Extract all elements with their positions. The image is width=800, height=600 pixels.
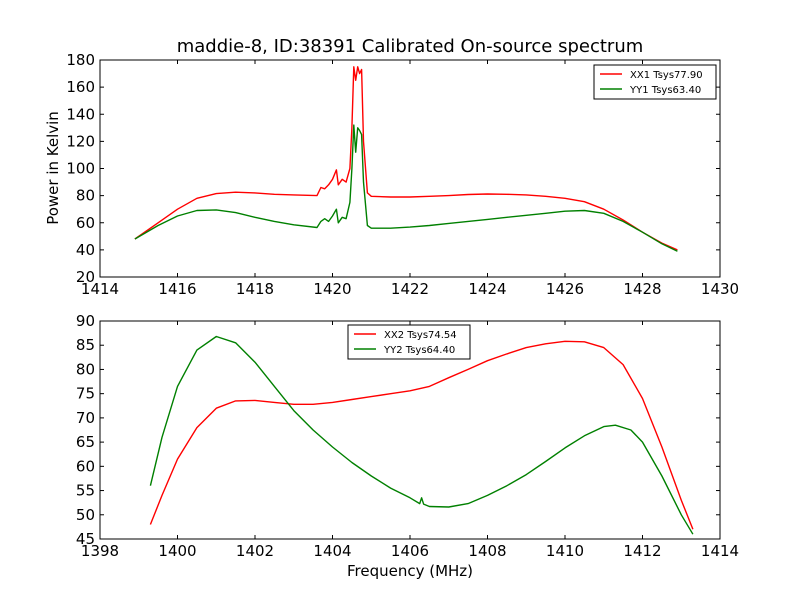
series-line-1 [134,66,678,251]
y-tick-label: 75 [76,385,95,403]
y-tick-label: 50 [76,506,95,524]
legend-label-1: XX2 Tsys74.54 [384,330,457,341]
y-tick-label: 100 [66,160,95,178]
legend-box [593,64,717,100]
x-tick-label: 1414 [701,542,739,560]
x-tick-label: 1414 [81,280,119,298]
plot-bottom: 1398 1400 1402 1404 1406 1408 1410 1412 1414 45 50… [76,312,739,560]
y-tick-label: 60 [76,457,95,475]
y-tick-label: 65 [76,433,95,451]
x-tick-label: 1400 [158,542,196,560]
x-tick-label: 1402 [236,542,274,560]
series-line-2 [134,124,678,252]
x-tick-label: 1408 [468,542,506,560]
y-tick-label: 20 [76,268,95,286]
x-tick-label: 1406 [391,542,429,560]
legend-label-2: YY1 Tsys63.40 [629,85,701,96]
legend-label-1: XX1 Tsys77.90 [630,70,703,81]
x-tick-label: 1426 [546,280,584,298]
x-tick-label: 1404 [313,542,351,560]
chart-title: maddie-8, ID:38391 Calibrated On-source … [177,36,644,57]
y-tick-label: 55 [76,482,95,500]
legend-box [347,324,471,360]
y-tick-label: 45 [76,530,95,548]
x-axis-label: Frequency (MHz) [347,562,473,580]
y-axis-label: Power in Kelvin [44,111,62,225]
legend-label-2: YY2 Tsys64.40 [383,345,455,356]
y-tick-label: 85 [76,336,95,354]
y-tick-label: 140 [66,105,95,123]
plot-top: 1414 1416 1418 1420 1422 1424 1426 1428 1430 20 40… [66,51,739,298]
x-tick-label: 1424 [468,280,506,298]
x-tick-label: 1416 [158,280,196,298]
y-tick-label: 80 [76,360,95,378]
y-tick-label: 80 [76,187,95,205]
y-tick-label: 120 [66,132,95,150]
x-tick-label: 1398 [81,542,119,560]
x-tick-label: 1430 [701,280,739,298]
series-line-2 [149,335,694,535]
x-tick-label: 1428 [623,280,661,298]
y-tick-label: 60 [76,214,95,232]
y-tick-label: 70 [76,409,95,427]
x-tick-label: 1418 [236,280,274,298]
x-tick-label: 1420 [313,280,351,298]
y-tick-label: 160 [66,78,95,96]
series-line-1 [149,340,694,530]
y-tick-label: 90 [76,312,95,330]
y-tick-label: 40 [76,241,95,259]
x-tick-label: 1412 [623,542,661,560]
x-tick-label: 1410 [546,542,584,560]
y-tick-label: 180 [66,51,95,69]
x-tick-label: 1422 [391,280,429,298]
